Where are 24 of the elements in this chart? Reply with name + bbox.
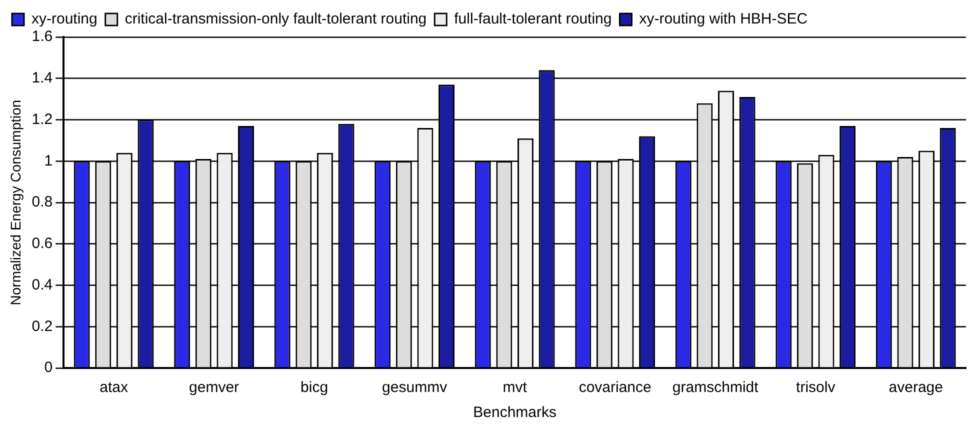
x-tick-label: average bbox=[888, 379, 943, 396]
x-axis-title: Benchmarks bbox=[473, 404, 557, 422]
y-tick-label: 0.8 bbox=[32, 194, 53, 211]
y-tick-label: 1 bbox=[44, 152, 53, 170]
legend-label: full-fault-tolerant routing bbox=[454, 10, 612, 28]
y-tick-label: 1.6 bbox=[32, 28, 53, 46]
y-tick-label: 1.4 bbox=[32, 70, 53, 87]
y-tick-label: 1.2 bbox=[32, 110, 53, 128]
legend-label: xy-routing bbox=[32, 10, 98, 28]
legend-label: xy-routing with HBH-SEC bbox=[639, 10, 808, 28]
x-tick-label: atax bbox=[100, 379, 128, 396]
x-tick-label: trisolv bbox=[796, 379, 836, 396]
x-tick-label: mvt bbox=[502, 379, 528, 396]
x-tick-label: bicg bbox=[300, 379, 328, 396]
x-tick-label: gemver bbox=[189, 379, 240, 396]
y-tick-label: 0 bbox=[44, 359, 53, 376]
y-tick-label: 0.2 bbox=[32, 318, 53, 335]
x-tick-label: gesummv bbox=[382, 379, 448, 396]
y-tick-label: 0.6 bbox=[32, 235, 53, 252]
legend-label: critical-transmission-only fault-tolerant routing bbox=[124, 10, 427, 28]
y-axis-title: Normalized Energy Consumption bbox=[7, 100, 24, 306]
y-tick-label: 0.4 bbox=[32, 276, 53, 294]
x-tick-label: gramschmidt bbox=[672, 379, 760, 396]
x-tick-label: covariance bbox=[578, 379, 652, 396]
